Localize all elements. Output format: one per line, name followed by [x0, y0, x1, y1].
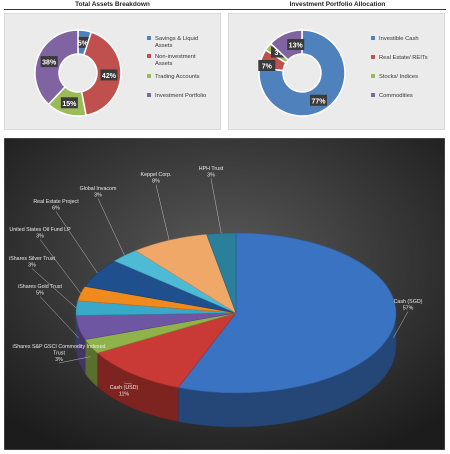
svg-text:iShares S&P GSCI Commodity Ind: iShares S&P GSCI Commodity Indexed Trust 3…	[13, 344, 106, 363]
svg-text:Real Estate/ REITs: Real Estate/ REITs	[379, 55, 428, 61]
chart2-data-label-investible-cash: 77%	[310, 94, 328, 106]
svg-text:Cash (SGD)57%: Cash (SGD) 57%	[394, 299, 423, 312]
chart1-data-label-trading-accounts: 15%	[60, 97, 78, 109]
chart3-label-ishares-s-p-gsci-commodity-indexed-trust: iShares S&P GSCI Commodity Indexed Trust 3…	[13, 344, 106, 364]
chart2-legend-item-real-estate-reits: Real Estate/ REITs	[371, 55, 428, 61]
chart3-label-cash-usd: Cash (USD) 11%	[110, 382, 139, 398]
chart3-leader-line	[97, 198, 125, 256]
chart3-label-global-invacom: Global Invacom 3%	[80, 186, 125, 256]
chart2-title-rule	[225, 9, 446, 10]
svg-text:5%: 5%	[78, 40, 89, 47]
chart3-label-hph-trust: HPH Trust 3%	[199, 166, 224, 234]
chart3-slice-cash-usd	[96, 312, 237, 388]
chart1-donut: 5% 42% 15% 38% Savings & Liquid Assets Non-inv…	[4, 13, 221, 130]
svg-text:Cash (USD)11%: Cash (USD) 11%	[110, 385, 139, 398]
chart2-data-label-commodities: 13%	[287, 39, 305, 51]
chart3-label-united-states-oil-fund-lp: United States Oil Fund LP 3%	[9, 227, 82, 294]
svg-text:Commodities: Commodities	[379, 93, 413, 99]
chart3-pie3d: Cash (SGD) 57% Cash (USD) 11% iShares S&P GS…	[4, 138, 445, 450]
chart2-title: Investment Portfolio Allocation	[289, 1, 386, 8]
chart3-label-real-estate-project: Real Estate Project 6%	[33, 199, 98, 274]
svg-text:Trading Accounts: Trading Accounts	[155, 74, 200, 80]
chart1-data-label-investment-portfolio: 38%	[40, 56, 58, 68]
chart3-leader-line	[39, 296, 79, 339]
svg-text:Keppel Corp.8%: Keppel Corp. 8%	[141, 172, 172, 185]
chart3-label-ishares-gold-trust: iShares Gold Trust 5%	[18, 284, 79, 339]
svg-text:7%: 7%	[262, 63, 273, 70]
svg-text:38%: 38%	[42, 60, 57, 67]
chart2-slice-commodities	[269, 29, 303, 62]
chart3-label-cash-sgd: Cash (SGD) 57%	[393, 299, 423, 339]
chart3-slice-cash-sgd	[177, 232, 397, 394]
chart3-leader-line	[123, 382, 132, 385]
svg-text:42%: 42%	[102, 73, 117, 80]
chart2-donut: 77% 7%3% 13% Investible Cash Real Estate/ RE…	[228, 13, 445, 130]
svg-text:3%: 3%	[274, 50, 285, 57]
svg-text:Stocks/ Indices: Stocks/ Indices	[379, 74, 418, 80]
chart3-slice-hph-trust	[206, 232, 237, 314]
chart2-legend-item-stocks-indices: Stocks/ Indices	[371, 74, 418, 80]
svg-text:13%: 13%	[289, 43, 304, 50]
chart3-leader-line	[155, 184, 170, 241]
svg-text:15%: 15%	[62, 101, 77, 108]
chart1-legend-item-savings-liquid-assets: Savings & Liquid Assets	[147, 36, 198, 49]
chart3-leader-line	[393, 311, 409, 339]
svg-text:United States Oil Fund LP3%: United States Oil Fund LP 3%	[9, 227, 71, 240]
chart1-legend-item-non-investment-assets: Non-investment Assets	[147, 54, 196, 67]
chart1-title: Total Assets Breakdown	[75, 1, 150, 8]
chart2-legend-item-commodities: Commodities	[371, 93, 413, 99]
chart3-leader-line	[31, 268, 77, 309]
chart2-slice-investible-cash	[258, 29, 346, 117]
chart1-legend-item-trading-accounts: Trading Accounts	[147, 74, 200, 80]
chart1-data-label-non-investment-assets: 42%	[100, 69, 118, 81]
chart3-label-ishares-silver-trust: iShares Silver Trust 3%	[9, 256, 77, 309]
chart3-label-keppel-corp: Keppel Corp. 8%	[141, 172, 172, 241]
svg-text:77%: 77%	[311, 98, 326, 105]
chart2-legend-item-investible-cash: Investible Cash	[371, 36, 419, 42]
chart1-legend-item-investment-portfolio: Investment Portfolio	[147, 93, 206, 99]
chart1-title-rule	[4, 9, 225, 10]
chart1-slice-investment-portfolio	[34, 29, 79, 106]
chart3-leader-line	[210, 178, 222, 234]
svg-text:Investible Cash: Investible Cash	[379, 36, 419, 42]
chart1-data-label-savings-liquid-assets: 5%	[74, 36, 92, 48]
chart3-leader-line	[55, 211, 98, 274]
chart3-leader-line	[39, 239, 82, 294]
svg-text:Investment Portfolio: Investment Portfolio	[155, 93, 206, 99]
chart3-leader-line	[58, 356, 91, 364]
chart2-data-label-real-estate-reits: 7%	[258, 59, 276, 71]
